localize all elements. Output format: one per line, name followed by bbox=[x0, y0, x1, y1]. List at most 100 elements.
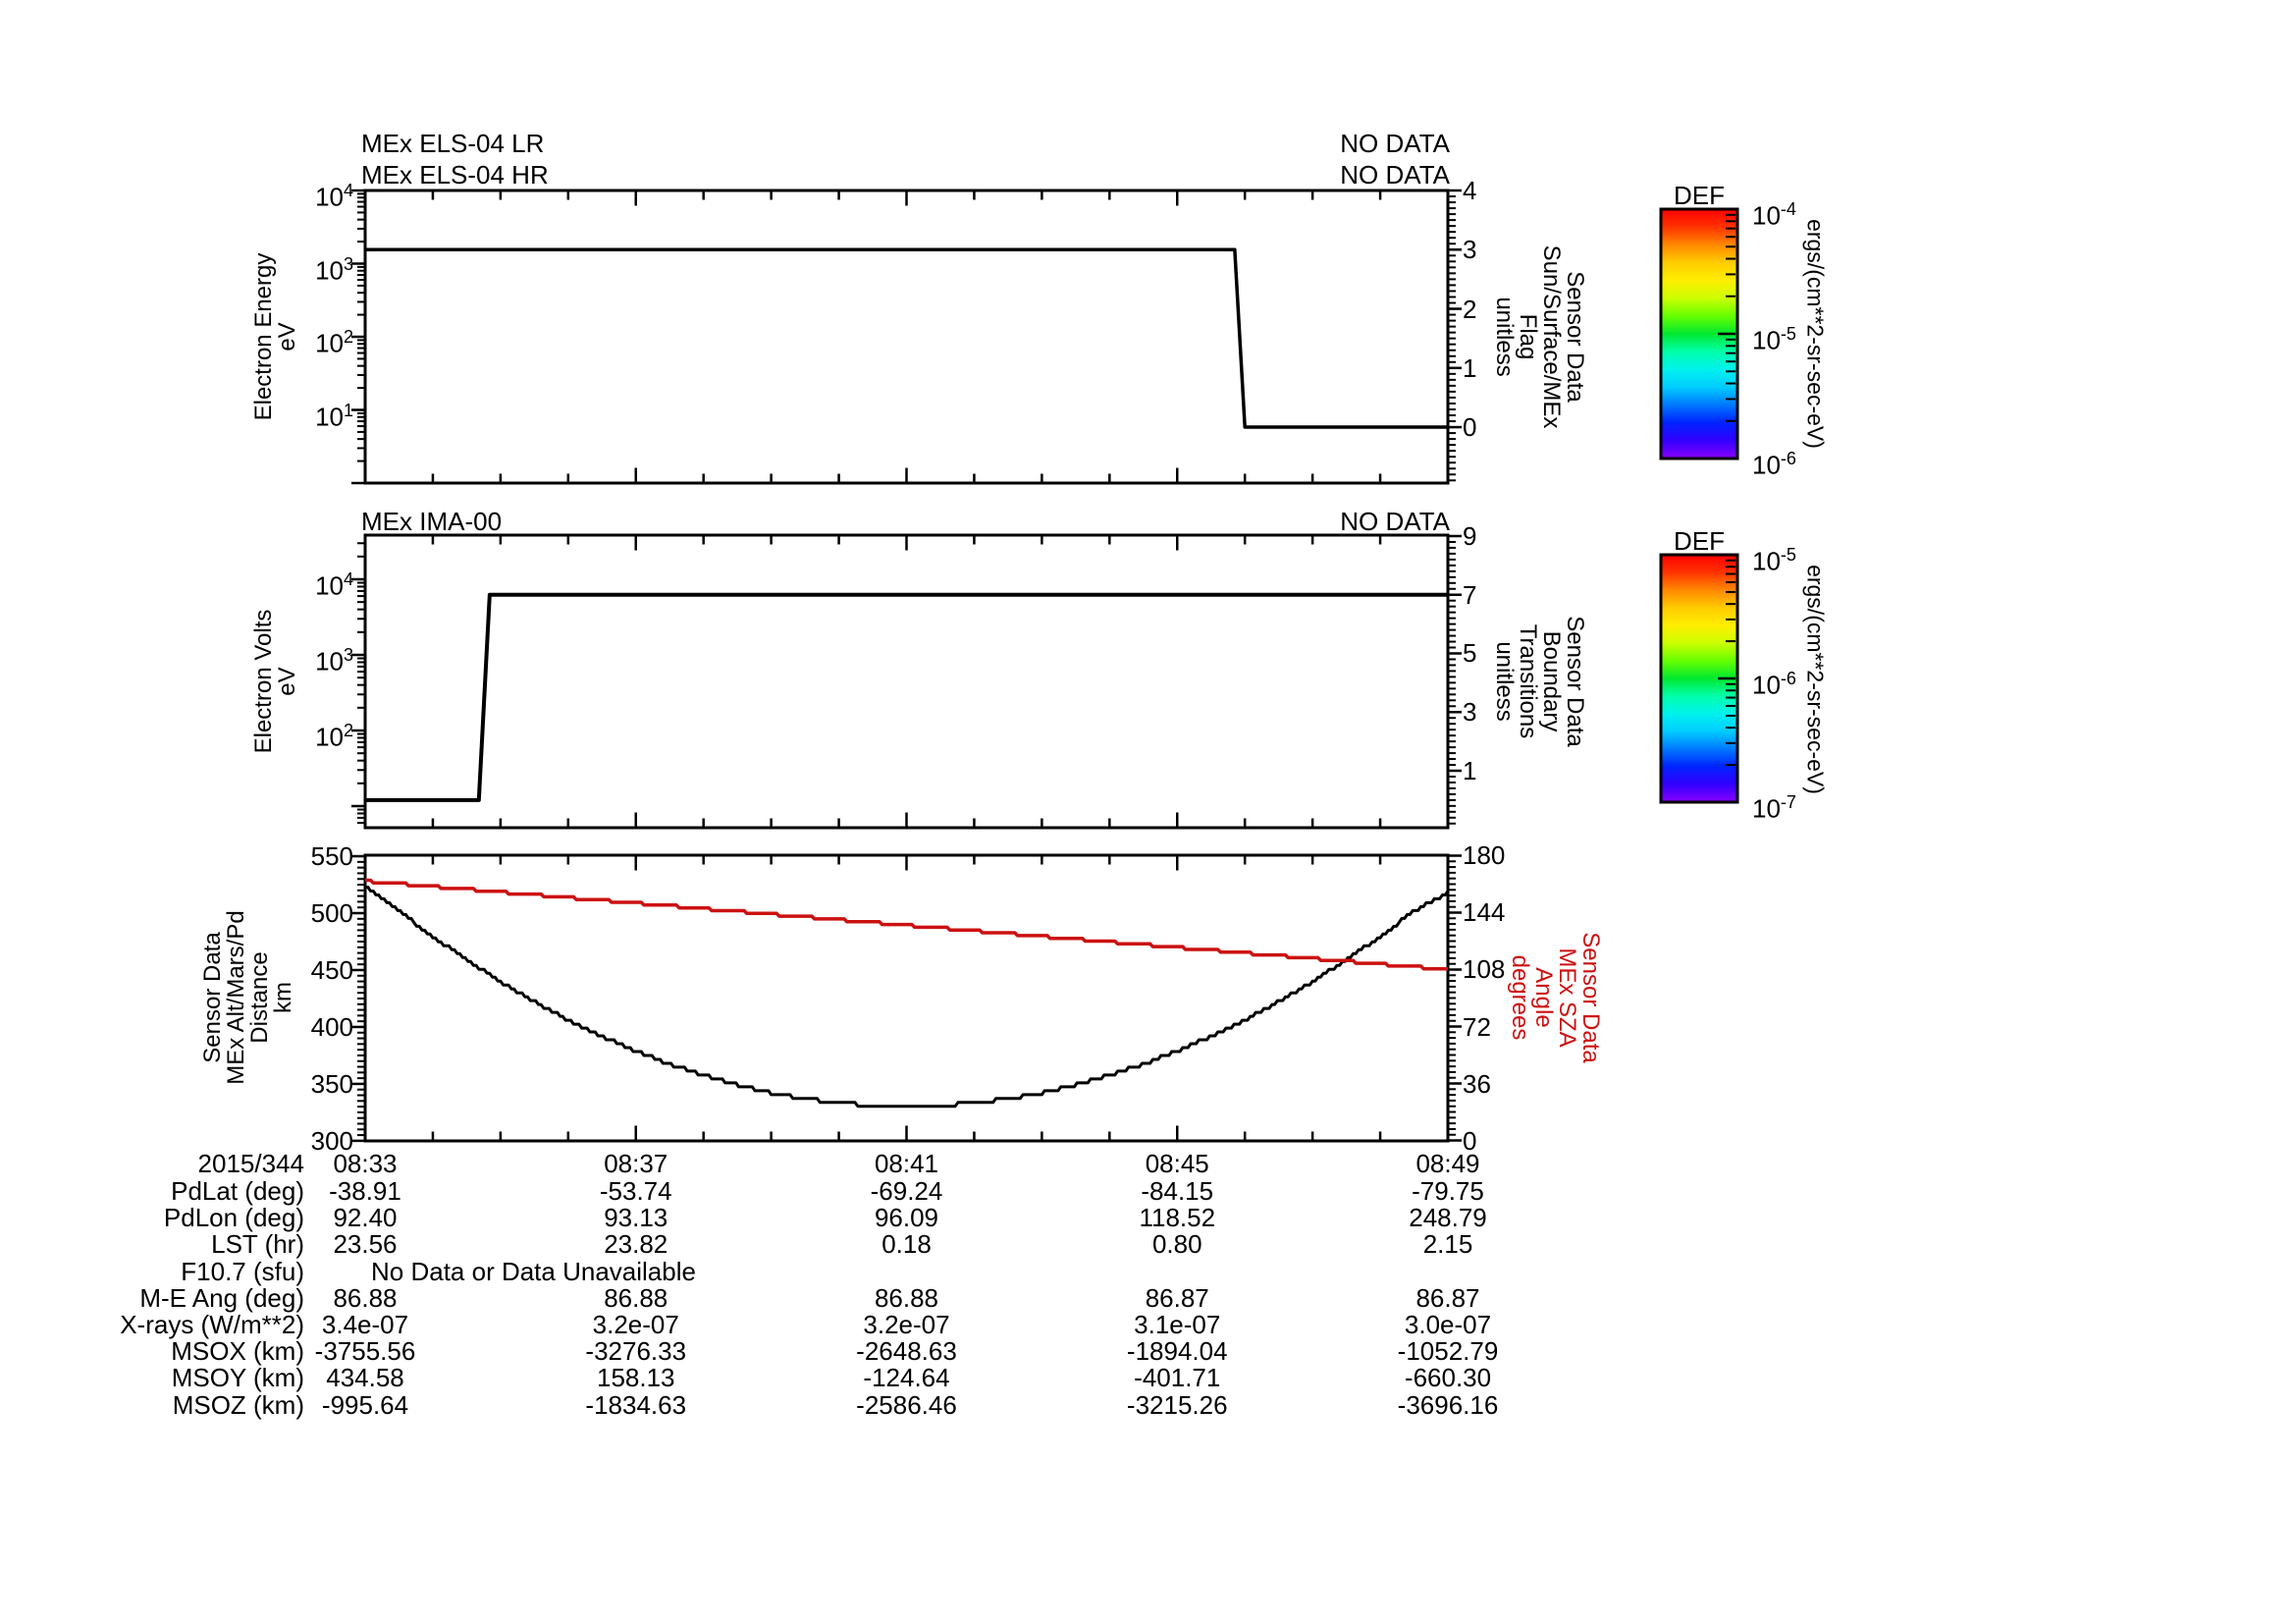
table-cell: -79.75 bbox=[1412, 1176, 1484, 1206]
colorbar1-tick-label: 10-4 bbox=[1752, 199, 1796, 231]
table-cell: -84.15 bbox=[1141, 1176, 1214, 1206]
panel1-yleft-tick-label: 103 bbox=[315, 253, 353, 286]
table-cell: 3.1e-07 bbox=[1134, 1310, 1221, 1339]
panel1-title-line1: MEx ELS-04 LR bbox=[361, 129, 545, 158]
time-tick-label: 08:33 bbox=[333, 1149, 398, 1178]
table-cell: 3.0e-07 bbox=[1404, 1310, 1492, 1339]
table-cell: 23.82 bbox=[604, 1229, 668, 1260]
date-label: 2015/344 bbox=[197, 1149, 304, 1178]
table-cell: -3215.26 bbox=[1126, 1389, 1228, 1420]
panel1-status-line1: NO DATA bbox=[1340, 129, 1450, 158]
panel1-yleft-tick-label: 104 bbox=[315, 181, 353, 212]
panel3-yright-tick-label: 144 bbox=[1463, 897, 1506, 928]
table-cell: -2648.63 bbox=[856, 1336, 957, 1367]
table-cell: 93.13 bbox=[604, 1203, 668, 1233]
panel1-yright-tick-label: 4 bbox=[1463, 176, 1477, 205]
table-cell: -1834.63 bbox=[585, 1389, 687, 1420]
table-row-label: LST (hr) bbox=[211, 1229, 304, 1260]
panel3-yleft-title: Sensor Data MEx Alt/Mars/Pd Distance km bbox=[199, 910, 296, 1085]
panel2-yleft-tick-label: 104 bbox=[315, 569, 353, 601]
panel3-yright-tick-label: 36 bbox=[1463, 1068, 1491, 1099]
table-cell: -3696.16 bbox=[1397, 1389, 1499, 1420]
table-row-label: PdLat (deg) bbox=[171, 1176, 304, 1206]
table-cell: 86.87 bbox=[1415, 1282, 1480, 1313]
table-cell: 118.52 bbox=[1139, 1203, 1216, 1233]
panel1-title-line2: MEx ELS-04 HR bbox=[361, 160, 549, 189]
panel2-status: NO DATA bbox=[1340, 507, 1450, 536]
table-cell: 3.2e-07 bbox=[592, 1310, 679, 1339]
panel2-yleft-tick-label: 102 bbox=[315, 721, 353, 752]
panel1-yleft-tick-label: 101 bbox=[315, 400, 353, 432]
table-row-label: M-E Ang (deg) bbox=[139, 1282, 304, 1313]
table-cell: -660.30 bbox=[1404, 1363, 1492, 1393]
table-row-label: MSOY (km) bbox=[171, 1363, 304, 1393]
panel2-yright-tick-label: 9 bbox=[1463, 520, 1477, 551]
panel3-yleft-tick-label: 400 bbox=[310, 1011, 353, 1042]
colorbar1-title: DEF bbox=[1674, 181, 1725, 210]
table-cell: 86.88 bbox=[333, 1282, 398, 1313]
colorbar1-unit-label: ergs/(cm**2-sr-sec-eV) bbox=[1802, 219, 1829, 449]
table-cell: 86.87 bbox=[1145, 1282, 1209, 1313]
panel1-yright-tick-label: 0 bbox=[1463, 412, 1477, 443]
panel2-yright-tick-label: 5 bbox=[1463, 638, 1477, 669]
table-cell: 248.79 bbox=[1409, 1203, 1487, 1233]
table-cell: 96.09 bbox=[874, 1203, 939, 1233]
colorbar2-tick-label: 10-7 bbox=[1752, 792, 1796, 824]
time-tick-label: 08:41 bbox=[874, 1149, 939, 1178]
panel1-yright-tick-label: 2 bbox=[1463, 294, 1477, 324]
time-tick-label: 08:45 bbox=[1145, 1149, 1209, 1178]
panel3-yleft-tick-label: 550 bbox=[310, 841, 353, 872]
colorbar1-tick-label: 10-6 bbox=[1752, 449, 1796, 480]
table-cell: -53.74 bbox=[599, 1176, 672, 1206]
table-cell: -401.71 bbox=[1134, 1363, 1221, 1393]
panel1-yright-title: Sensor Data Sun/Surface/MEx Flag unitles… bbox=[1491, 244, 1588, 429]
panel3-yleft-tick-label: 300 bbox=[310, 1125, 353, 1156]
table-cell: -2586.46 bbox=[856, 1389, 957, 1420]
table-cell: 158.13 bbox=[596, 1363, 675, 1393]
table-row-label: PdLon (deg) bbox=[163, 1203, 304, 1233]
panel3-yleft-tick-label: 350 bbox=[310, 1068, 353, 1099]
panel2-yleft-tick-label: 103 bbox=[315, 645, 353, 676]
panel2-title: MEx IMA-00 bbox=[361, 507, 503, 536]
colorbar2-tick-label: 10-6 bbox=[1752, 669, 1796, 700]
table-cell: 3.2e-07 bbox=[863, 1310, 950, 1339]
panel3-yright-tick-label: 72 bbox=[1463, 1011, 1491, 1042]
colorbar2-unit-label: ergs/(cm**2-sr-sec-eV) bbox=[1802, 565, 1829, 794]
table-cell: 0.18 bbox=[881, 1229, 932, 1260]
table-cell: 3.4e-07 bbox=[321, 1310, 409, 1339]
table-cell: -3755.56 bbox=[314, 1336, 416, 1367]
panel2-yright-tick-label: 1 bbox=[1463, 755, 1477, 785]
table-row-label: X-rays (W/m**2) bbox=[120, 1310, 304, 1339]
table-row-message: No Data or Data Unavailable bbox=[371, 1256, 696, 1286]
panel3-yright-tick-label: 0 bbox=[1463, 1125, 1477, 1156]
colorbar1-tick-label: 10-5 bbox=[1752, 324, 1796, 355]
table-cell: -38.91 bbox=[329, 1176, 401, 1206]
panel3-yleft-tick-label: 450 bbox=[310, 954, 353, 985]
panel3-yright-tick-label: 108 bbox=[1463, 954, 1506, 985]
table-cell: 0.80 bbox=[1151, 1229, 1202, 1260]
table-row-label: MSOZ (km) bbox=[172, 1389, 304, 1420]
time-tick-label: 08:37 bbox=[604, 1149, 668, 1178]
panel3-yleft-tick-label: 500 bbox=[310, 898, 353, 928]
colorbar2-tick-label: 10-5 bbox=[1752, 545, 1796, 576]
panel2-yright-title: Sensor Data Boundary Transitions unitles… bbox=[1491, 616, 1588, 747]
table-cell: -1894.04 bbox=[1126, 1336, 1228, 1367]
table-cell: 92.40 bbox=[333, 1203, 398, 1233]
table-cell: -1052.79 bbox=[1397, 1336, 1499, 1367]
table-cell: -995.64 bbox=[321, 1389, 409, 1420]
panel1-status-line2: NO DATA bbox=[1340, 160, 1450, 189]
table-cell: -69.24 bbox=[870, 1176, 943, 1206]
table-cell: 86.88 bbox=[874, 1282, 939, 1313]
table-cell: 86.88 bbox=[604, 1282, 668, 1313]
table-cell: -124.64 bbox=[863, 1363, 950, 1393]
panel3-yright-title: Sensor Data MEx SZA Angle degrees bbox=[1507, 932, 1604, 1063]
table-row-label: MSOX (km) bbox=[171, 1336, 304, 1367]
panel2-yright-tick-label: 7 bbox=[1463, 579, 1477, 610]
table-cell: -3276.33 bbox=[585, 1336, 687, 1367]
panel3-yright-tick-label: 180 bbox=[1463, 840, 1506, 871]
table-cell: 23.56 bbox=[333, 1229, 398, 1260]
table-cell: 2.15 bbox=[1422, 1229, 1473, 1260]
panel1-yright-tick-label: 3 bbox=[1463, 235, 1477, 265]
panel2-yright-tick-label: 3 bbox=[1463, 697, 1477, 728]
